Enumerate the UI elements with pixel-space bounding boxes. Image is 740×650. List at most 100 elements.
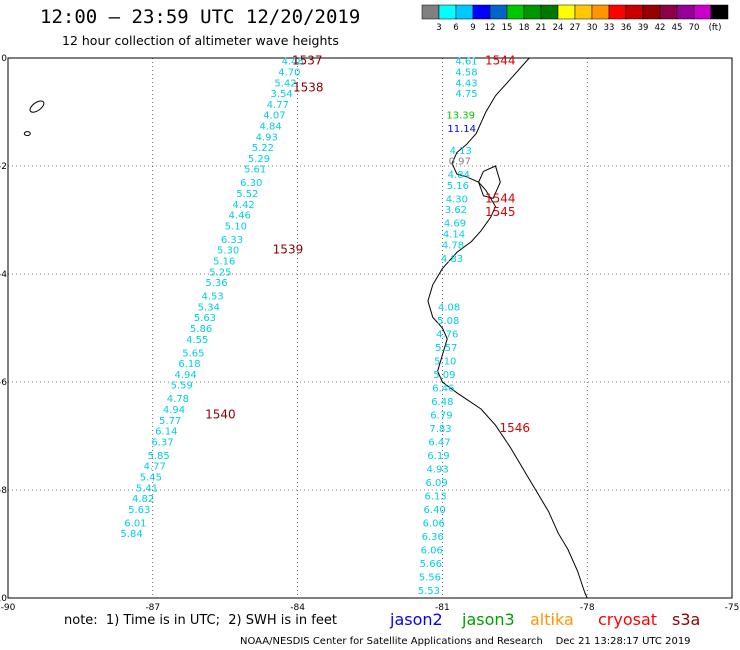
wave-height-label: 4.42 [232,200,254,211]
colorbar-label: 33 [604,23,615,33]
wave-height-label: 5.63 [128,505,150,516]
wave-height-label: 6.36 [422,532,444,543]
wave-height-label: 4.46 [229,211,251,222]
wave-height-label: 6.18 [178,359,200,370]
lon-tick-label: -84 [290,603,305,613]
wave-height-label: 3.62 [445,205,467,216]
wave-height-label: 5.42 [274,78,296,89]
wave-height-label: 5.61 [244,165,266,176]
wave-height-label: 6.09 [425,478,447,489]
page-title: 12:00 – 23:59 UTC 12/20/2019 [40,6,361,28]
wave-height-label: 5.29 [248,154,270,165]
wave-height-label: 5.10 [434,356,456,367]
wave-height-label: 4.08 [438,302,460,313]
colorbar-swatch [659,4,678,20]
lon-tick-label: -90 [1,603,16,613]
time-label: 1540 [205,407,236,421]
wave-height-label: 5.53 [418,586,440,597]
lon-tick-label: -81 [435,603,450,613]
wave-height-label: 5.08 [437,316,459,327]
wave-height-label: 4.48 [282,57,304,68]
wave-height-label: 4.76 [436,329,458,340]
wave-height-label: 6.79 [430,410,452,421]
wave-height-label: 5.85 [147,451,169,462]
wave-height-label: 6.37 [151,437,173,448]
wave-height-label: 5.57 [435,343,457,354]
wave-height-label: 5.66 [420,559,442,570]
wave-height-label: 4.94 [174,370,196,381]
wave-height-label: 6.19 [427,451,449,462]
wave-height-label: 4.53 [202,292,224,303]
wave-height-label: 4.13 [450,146,472,157]
wave-height-label: 4.14 [443,230,465,241]
coastline-path [427,57,588,599]
wave-height-label: 5.56 [419,572,441,583]
page-subtitle: 12 hour collection of altimeter wave hei… [62,33,339,48]
satellite-legend-item: s3a [672,610,701,629]
colorbar-swatch [489,4,508,20]
wave-height-label: 0.97 [449,157,471,168]
time-label: 1544 [485,191,516,205]
map-frame [7,57,733,599]
wave-height-label: 4.70 [278,68,300,79]
wave-height-label: 4.93 [256,132,278,143]
colorbar-swatch [557,4,576,20]
colorbar-swatch [506,4,525,20]
lat-tick-label: -8 [0,486,7,496]
wave-height-label: 5.16 [447,181,469,192]
wave-height-label: 4.30 [446,194,468,205]
footer-credit: NOAA/NESDIS Center for Satellite Applica… [240,636,691,647]
colorbar-swatch [472,4,491,20]
time-label: 1538 [293,81,324,95]
altimeter-tracks: 4.484.705.423.544.774.074.844.935.225.29… [120,54,530,597]
wave-height-label: 5.30 [217,246,239,257]
wave-height-label: 4.75 [455,89,477,100]
lat-tick-label: 0 [1,54,7,64]
wave-height-label: 4.84 [259,122,281,133]
wave-height-label: 5.25 [209,267,231,278]
wave-height-label: 4.78 [167,394,189,405]
satellite-legend-item: jason2 [390,610,443,629]
wave-height-label: 5.16 [213,257,235,268]
wave-height-label: 6.01 [124,518,146,529]
wave-height-label: 5.52 [236,189,258,200]
wave-height-label: 5.45 [140,473,162,484]
gulf-outline [478,165,501,199]
wave-height-label: 6.46 [432,383,454,394]
lon-tick-label: -75 [725,603,740,613]
map-grid [7,57,733,599]
colorbar-label: 42 [655,23,666,33]
wave-height-label: 6.13 [425,491,447,502]
satellite-legend-item: altika [530,610,574,629]
colorbar-label: 39 [638,23,649,33]
colorbar-label: 18 [519,23,530,33]
satellite-legend-item: cryosat [598,610,658,629]
wave-height-label: 4.69 [444,219,466,230]
wave-height-label: 4.58 [455,68,477,79]
colorbar-swatch [574,4,593,20]
lat-tick-label: -6 [0,378,7,388]
colorbar-label: 21 [536,23,547,33]
colorbar-label: 27 [570,23,581,33]
colorbar-swatch [625,4,644,20]
axis-labels: -90 -87 -84 -81 -78 -75 0 -2 -4 -6 -8 -10 [0,54,739,613]
lat-tick-label: -4 [0,270,7,280]
wave-height-label: 4.07 [263,111,285,122]
wave-height-label: 4.93 [426,464,448,475]
wave-height-label: 11.14 [447,124,476,135]
time-label: 1537 [292,54,323,68]
wave-height-label: 5.63 [194,313,216,324]
colorbar-label: 15 [502,23,513,33]
coastline [23,57,588,599]
wave-height-label: 4.77 [267,100,289,111]
wave-height-label: 5.77 [159,416,181,427]
time-label: 1545 [485,205,516,219]
wave-height-label: 5.86 [190,324,212,335]
colorbar-swatch [523,4,542,20]
wave-height-label: 7.83 [429,424,451,435]
colorbar-swatch [591,4,610,20]
island-outline [23,131,31,137]
lat-tick-label: -10 [0,594,7,604]
colorbar-label: 30 [587,23,598,33]
